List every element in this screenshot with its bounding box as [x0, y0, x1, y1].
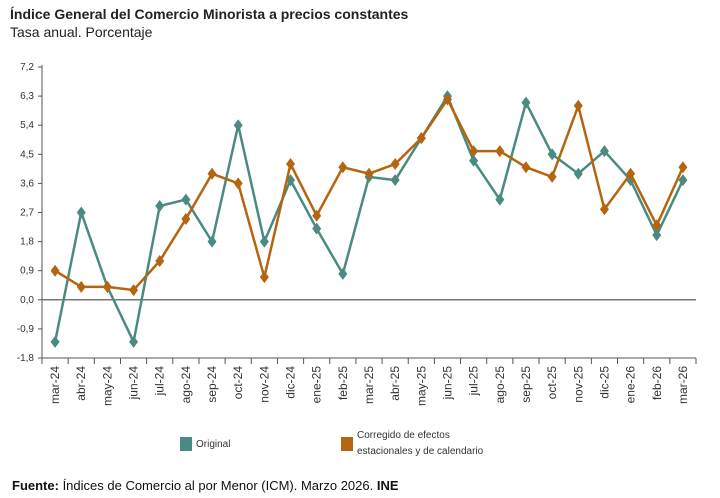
x-tick-label: ene-26 [624, 366, 638, 404]
data-point-corregido [573, 99, 583, 112]
x-tick-label: ene-25 [310, 366, 324, 404]
y-tick-label: 4,5 [20, 149, 34, 160]
x-tick-label: oct-24 [231, 366, 245, 400]
y-tick-label: 3,6 [20, 178, 34, 189]
chart-subtitle: Tasa anual. Porcentaje [10, 24, 153, 40]
x-tick-label: jul-25 [467, 366, 481, 397]
source-note: Fuente: Índices de Comercio al por Menor… [12, 478, 399, 493]
data-point-original [259, 235, 269, 248]
x-tick-label: feb-26 [650, 366, 664, 400]
data-point-corregido [521, 161, 531, 174]
x-tick-label: sep-25 [519, 366, 533, 403]
data-point-corregido [233, 177, 243, 190]
x-tick-label: sep-24 [205, 366, 219, 403]
data-point-corregido [495, 145, 505, 158]
data-point-corregido [364, 167, 374, 180]
data-point-original [521, 96, 531, 109]
data-point-original [129, 335, 139, 348]
data-point-corregido [129, 284, 139, 297]
data-point-original [547, 148, 557, 161]
data-point-corregido [547, 170, 557, 183]
x-tick-label: may-24 [100, 366, 114, 406]
data-point-corregido [338, 161, 348, 174]
data-point-original [338, 267, 348, 280]
data-point-original [678, 174, 688, 187]
chart-title: Índice General del Comercio Minorista a … [10, 6, 409, 22]
legend-label-corregido-2: estacionales y de calendario [357, 446, 484, 457]
source-org: INE [376, 478, 399, 493]
data-point-original [652, 229, 662, 242]
data-point-corregido [652, 219, 662, 232]
y-tick-label: 5,4 [20, 120, 34, 131]
x-tick-label: mar-26 [676, 366, 690, 404]
y-tick-label: 6,3 [20, 91, 34, 102]
series-line-original [53, 93, 685, 346]
data-point-corregido [442, 93, 452, 106]
data-point-corregido [626, 167, 636, 180]
data-point-corregido [390, 158, 400, 170]
data-point-original [207, 235, 217, 248]
data-point-corregido [207, 167, 217, 180]
data-point-original [573, 167, 583, 180]
data-point-corregido [155, 255, 165, 267]
x-tick-label: ago-24 [179, 366, 193, 404]
data-point-corregido [286, 158, 296, 170]
x-tick-label: abr-24 [74, 366, 88, 401]
x-tick-label: abr-25 [388, 366, 402, 401]
data-point-original [76, 206, 86, 219]
data-point-original [495, 193, 505, 206]
x-tick-label: ago-25 [493, 366, 507, 404]
data-point-original [50, 335, 60, 348]
data-point-original [469, 154, 479, 167]
data-point-original [233, 119, 243, 132]
data-point-corregido [312, 209, 322, 222]
x-tick-label: mar-24 [48, 366, 62, 404]
data-point-corregido [416, 132, 426, 145]
data-point-original [181, 193, 191, 206]
source-label: Fuente: [12, 478, 59, 493]
x-tick-label: jun-24 [127, 366, 141, 401]
data-point-corregido [599, 203, 609, 216]
data-point-original [155, 200, 165, 213]
data-point-original [599, 145, 609, 158]
legend-label-corregido-1: Corregido de efectos [357, 430, 450, 441]
x-tick-label: feb-25 [336, 366, 350, 400]
data-point-corregido [678, 161, 688, 174]
legend-swatch-original [180, 437, 192, 451]
source-text: Índices de Comercio al por Menor (ICM). … [58, 478, 377, 493]
data-point-corregido [76, 280, 86, 293]
data-point-corregido [259, 271, 269, 284]
data-point-corregido [102, 280, 112, 293]
x-tick-label: jun-25 [440, 366, 454, 401]
x-tick-label: mar-25 [362, 366, 376, 404]
y-tick-label: -0,9 [17, 324, 35, 335]
data-point-corregido [469, 145, 479, 158]
x-tick-label: dic-25 [597, 366, 611, 399]
y-tick-label: 0,0 [20, 295, 34, 306]
legend-label-original: Original [196, 439, 231, 450]
y-tick-label: 0,9 [20, 266, 34, 277]
data-point-corregido [50, 264, 60, 277]
data-point-original [312, 222, 322, 235]
x-tick-label: may-25 [414, 366, 428, 406]
y-tick-label: 1,8 [20, 237, 34, 248]
y-tick-label: 7,2 [20, 62, 34, 73]
x-tick-label: dic-24 [284, 366, 298, 399]
y-tick-label: -1,8 [17, 353, 35, 364]
data-point-original [390, 174, 400, 187]
x-tick-label: nov-24 [257, 366, 271, 403]
x-tick-label: nov-25 [571, 366, 585, 403]
data-point-corregido [181, 212, 191, 225]
y-tick-label: 2,7 [20, 208, 34, 219]
x-tick-label: jul-24 [153, 366, 167, 397]
x-tick-label: oct-25 [545, 366, 559, 400]
legend-swatch-corregido [341, 437, 353, 451]
